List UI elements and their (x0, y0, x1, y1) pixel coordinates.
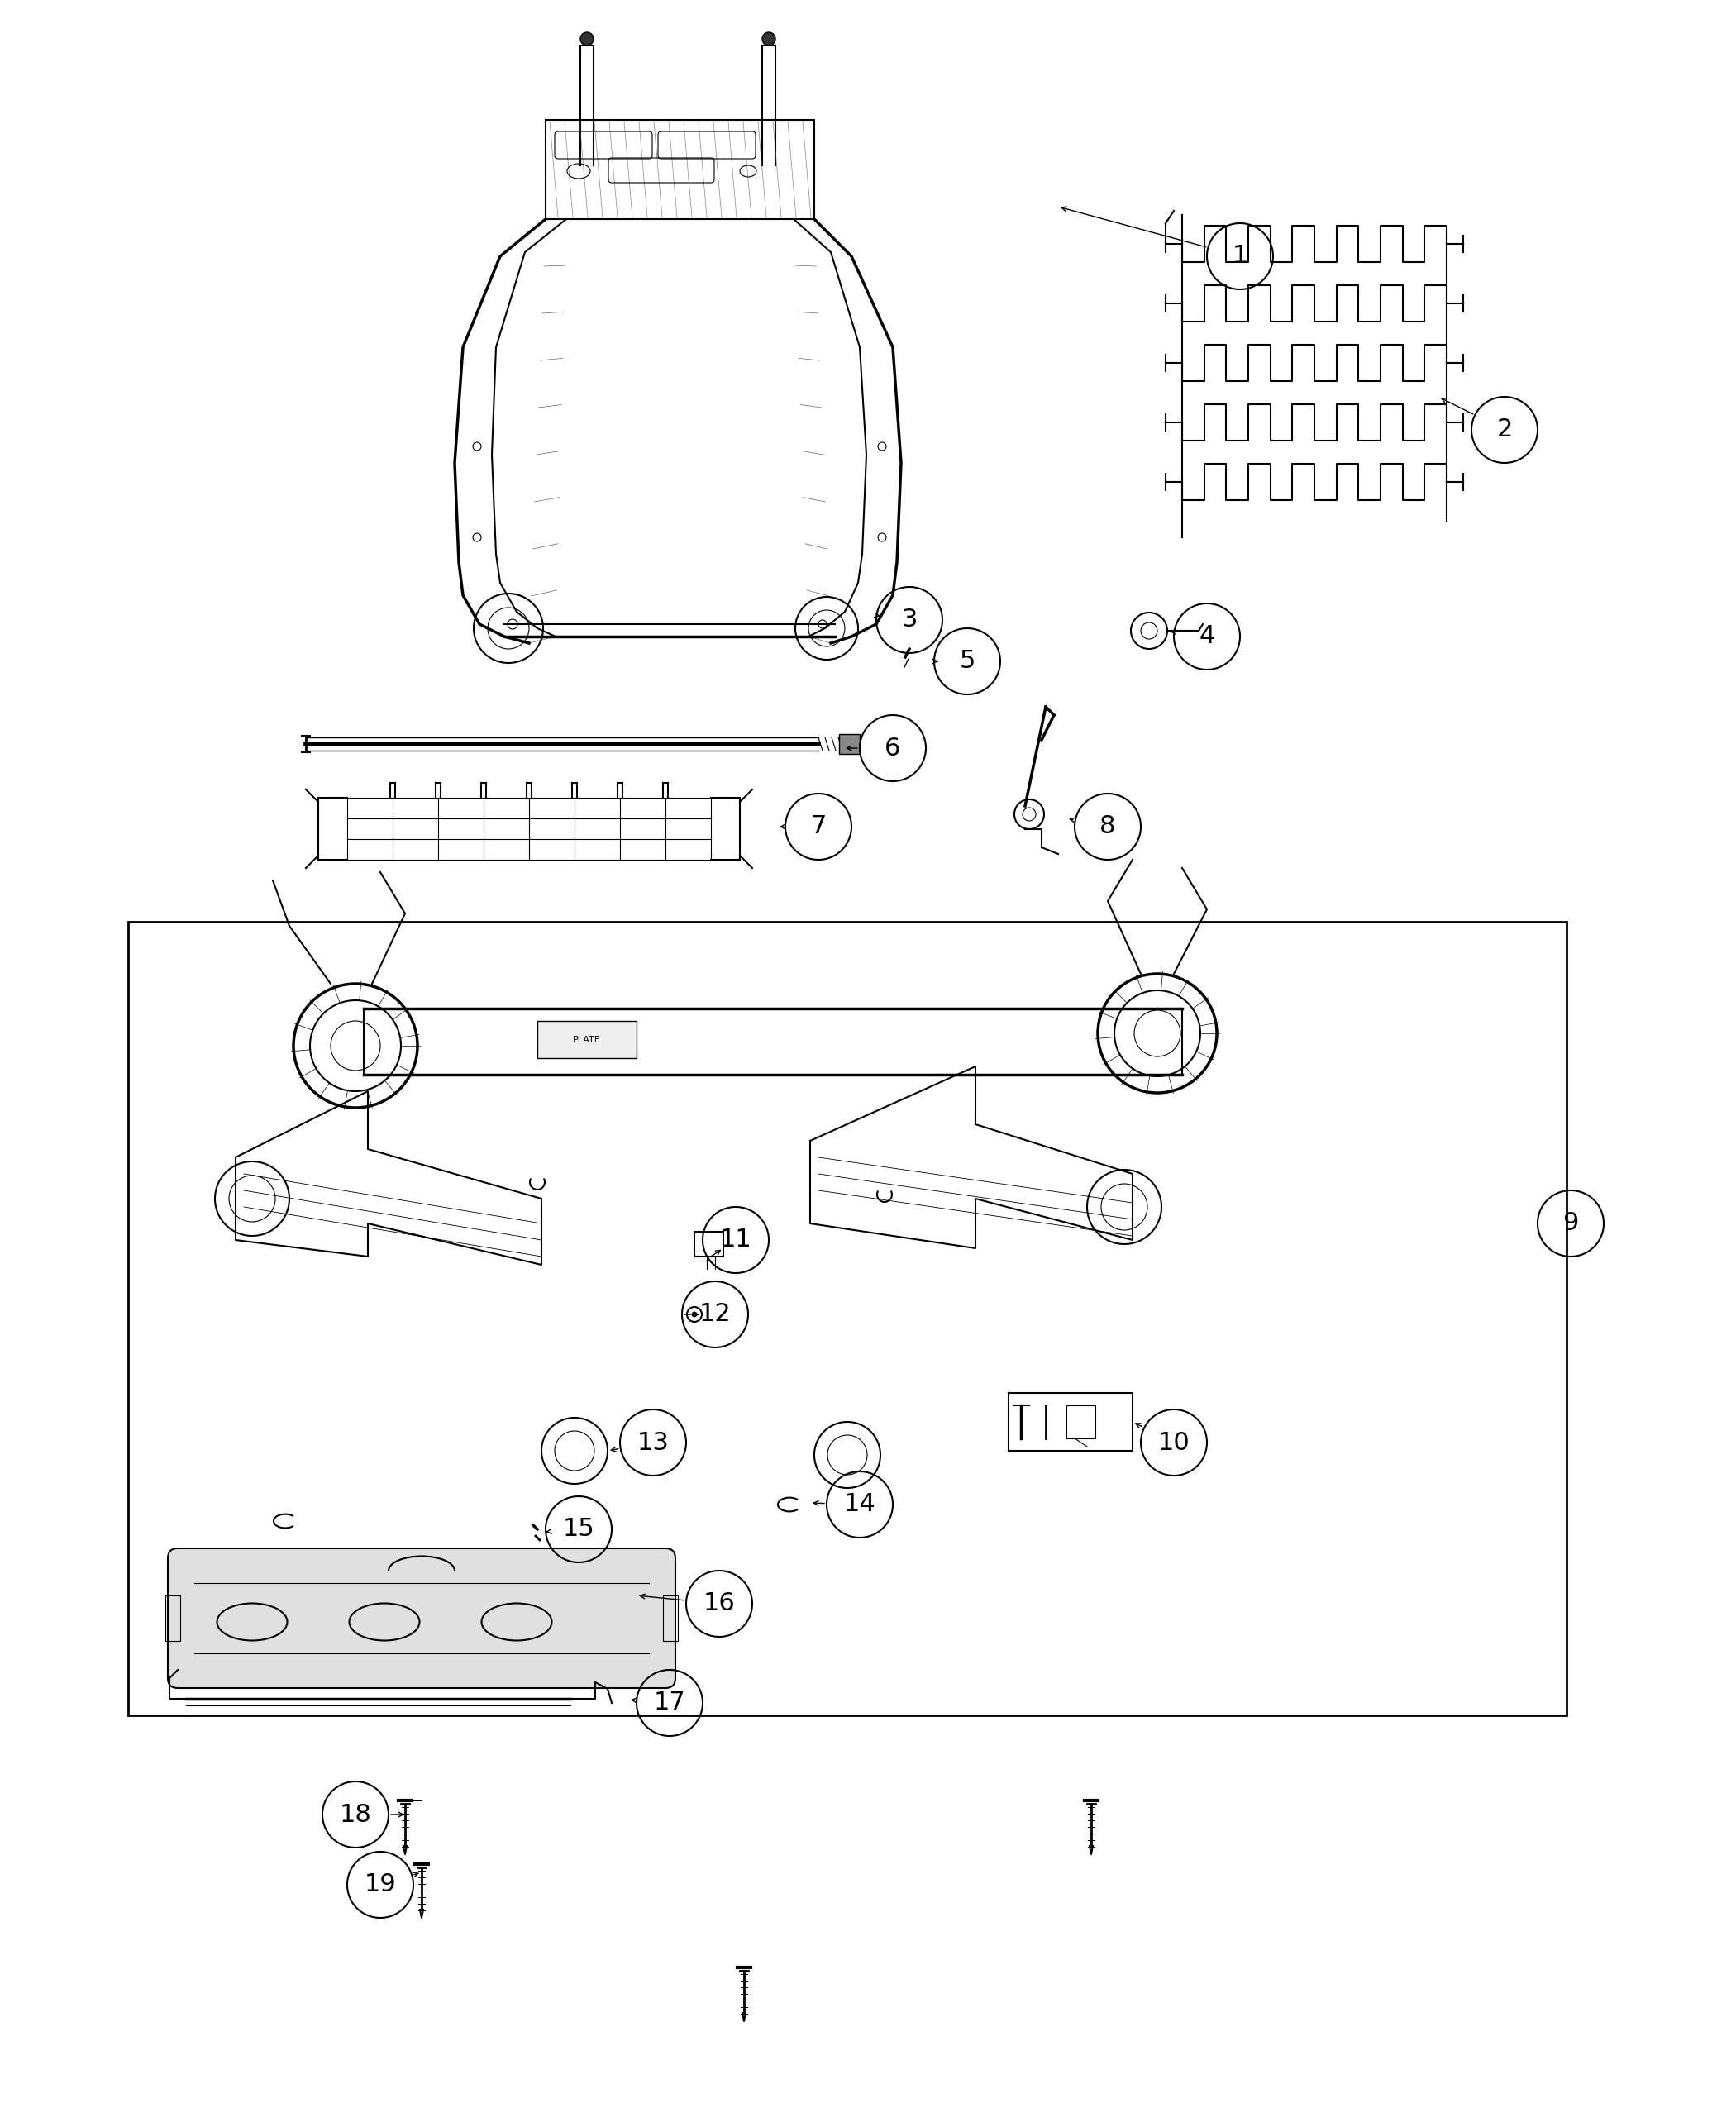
Text: 11: 11 (720, 1229, 752, 1252)
Circle shape (580, 32, 594, 46)
Bar (128, 921, 1566, 1716)
Text: 2: 2 (1496, 417, 1512, 443)
Circle shape (762, 32, 776, 46)
Bar (1066, 1406, 1095, 1438)
Text: 8: 8 (1099, 814, 1116, 839)
Circle shape (693, 1311, 696, 1318)
Bar (663, 1596, 677, 1640)
Text: 17: 17 (653, 1691, 686, 1716)
Text: 6: 6 (885, 736, 901, 761)
Text: 9: 9 (1562, 1212, 1578, 1235)
Bar (538, 1020, 637, 1058)
Text: 14: 14 (844, 1492, 875, 1516)
Bar (838, 734, 859, 755)
Text: 3: 3 (901, 607, 917, 632)
Bar (1009, 1393, 1132, 1450)
Text: 16: 16 (703, 1592, 736, 1615)
Text: 18: 18 (340, 1802, 372, 1826)
Text: 12: 12 (700, 1303, 731, 1326)
Text: 19: 19 (365, 1872, 396, 1897)
Bar (694, 1231, 724, 1256)
Text: 13: 13 (637, 1431, 668, 1455)
Bar (165, 1596, 181, 1640)
Text: 1: 1 (1233, 245, 1248, 268)
Text: 7: 7 (811, 814, 826, 839)
Text: 15: 15 (562, 1518, 595, 1541)
FancyBboxPatch shape (168, 1549, 675, 1689)
Text: 4: 4 (1200, 624, 1215, 649)
Text: 10: 10 (1158, 1431, 1189, 1455)
Text: 5: 5 (960, 649, 976, 672)
Text: PLATE: PLATE (573, 1035, 601, 1043)
